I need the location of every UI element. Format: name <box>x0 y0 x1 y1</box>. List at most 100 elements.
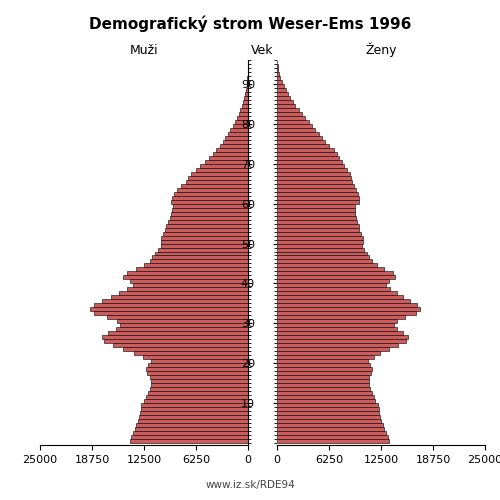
Bar <box>144 399 248 403</box>
Text: www.iz.sk/RDE94: www.iz.sk/RDE94 <box>205 480 295 490</box>
Bar <box>172 208 248 212</box>
Bar <box>172 196 248 200</box>
Bar <box>277 80 282 84</box>
Bar <box>277 200 358 203</box>
Bar <box>277 276 395 280</box>
Bar <box>277 419 381 423</box>
Bar <box>130 439 248 443</box>
Bar <box>277 427 384 431</box>
Bar <box>146 395 248 399</box>
Bar <box>148 391 248 395</box>
Bar <box>277 192 357 196</box>
Bar <box>102 300 248 304</box>
Bar <box>242 104 248 108</box>
Bar <box>277 336 407 340</box>
Bar <box>277 104 295 108</box>
Bar <box>216 148 248 152</box>
Bar <box>277 252 367 256</box>
Bar <box>223 140 248 144</box>
Bar <box>277 375 370 379</box>
Bar <box>113 344 248 347</box>
Bar <box>277 216 356 220</box>
Bar <box>277 196 358 200</box>
Bar <box>277 76 280 80</box>
Title: Muži: Muži <box>130 44 158 58</box>
Bar <box>148 363 248 367</box>
Bar <box>144 264 248 268</box>
Bar <box>213 152 248 156</box>
Bar <box>174 192 248 196</box>
Bar <box>152 359 248 363</box>
Bar <box>277 136 322 140</box>
Bar <box>277 184 353 188</box>
Bar <box>188 176 248 180</box>
Bar <box>152 379 248 383</box>
Bar <box>277 256 370 260</box>
Bar <box>277 435 388 439</box>
Bar <box>277 288 390 292</box>
Bar <box>277 292 397 296</box>
Bar <box>277 140 326 144</box>
Bar <box>277 304 417 308</box>
Bar <box>200 164 248 168</box>
Bar <box>226 136 248 140</box>
Bar <box>140 411 248 415</box>
Bar <box>230 128 248 132</box>
Bar <box>132 435 248 439</box>
Bar <box>150 383 248 387</box>
Bar <box>277 439 390 443</box>
Bar <box>277 84 283 88</box>
Bar <box>110 296 248 300</box>
Bar <box>277 208 355 212</box>
Bar <box>277 407 378 411</box>
Bar <box>277 188 356 192</box>
Bar <box>240 108 248 112</box>
Bar <box>277 144 330 148</box>
Bar <box>140 407 248 411</box>
Bar <box>277 100 293 104</box>
Bar <box>244 96 248 100</box>
Bar <box>277 108 298 112</box>
Bar <box>277 284 386 288</box>
Bar <box>139 415 248 419</box>
Bar <box>166 224 248 228</box>
Bar <box>277 156 340 160</box>
Bar <box>239 112 248 116</box>
Bar <box>277 391 372 395</box>
Bar <box>277 124 312 128</box>
Bar <box>116 328 248 332</box>
Bar <box>136 423 248 427</box>
Bar <box>277 367 372 371</box>
Bar <box>277 348 390 351</box>
Bar <box>126 272 248 276</box>
Bar <box>277 260 372 264</box>
Bar <box>245 92 248 96</box>
Bar <box>168 220 248 224</box>
Bar <box>277 340 406 344</box>
Bar <box>172 200 248 203</box>
Bar <box>277 148 334 152</box>
Bar <box>277 355 374 359</box>
Bar <box>246 88 248 92</box>
Bar <box>247 80 248 84</box>
Bar <box>277 116 306 120</box>
Bar <box>277 152 337 156</box>
Bar <box>196 168 248 172</box>
Bar <box>108 332 248 336</box>
Bar <box>277 415 380 419</box>
Bar <box>192 172 248 175</box>
Bar <box>277 272 392 276</box>
Bar <box>277 324 394 328</box>
Bar <box>277 180 352 184</box>
Bar <box>277 228 359 232</box>
Bar <box>277 296 404 300</box>
Bar <box>277 88 286 92</box>
Bar <box>277 328 397 332</box>
Bar <box>170 216 248 220</box>
Bar <box>277 359 368 363</box>
Bar <box>277 371 371 375</box>
Bar <box>150 387 248 391</box>
Title: Ženy: Ženy <box>366 43 397 58</box>
Bar <box>134 351 248 355</box>
Bar <box>277 399 375 403</box>
